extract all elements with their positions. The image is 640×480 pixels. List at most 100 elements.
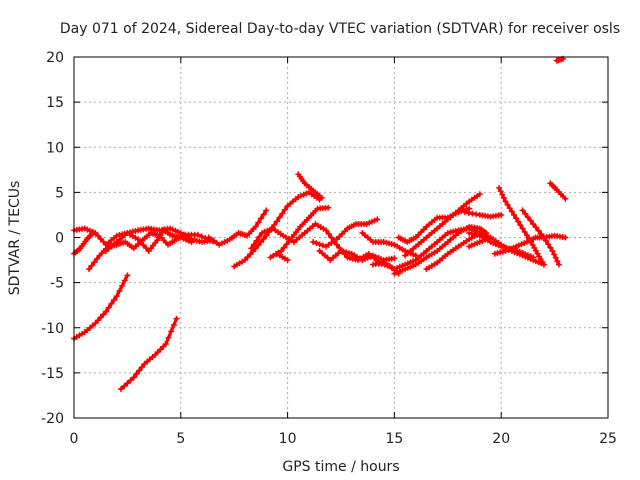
data-point (113, 293, 120, 300)
data-point (325, 230, 332, 237)
x-tick-label: 20 (492, 431, 510, 447)
data-point (519, 207, 526, 214)
data-point (521, 228, 528, 235)
data-point (524, 214, 531, 221)
data-point (97, 314, 104, 321)
data-point (328, 234, 335, 241)
y-tick-label: -5 (50, 276, 64, 292)
axis-tick-labels: 0 5 10 15 20 25 -20 -15 -10 -5 0 5 10 15 20 (41, 50, 617, 447)
data-point (543, 237, 550, 244)
data-point (140, 242, 147, 249)
data-point (162, 341, 169, 347)
data-point (515, 218, 522, 225)
data-point (336, 244, 343, 251)
series-track-12 (273, 250, 291, 264)
y-tick-label: 0 (55, 231, 64, 247)
data-point (513, 215, 520, 222)
data-point (499, 191, 506, 198)
data-point (498, 211, 505, 218)
data-point (108, 300, 115, 307)
data-point (552, 254, 559, 261)
y-tick-label: -20 (41, 411, 64, 427)
series-track-23 (466, 234, 547, 268)
x-tick-label: 10 (279, 431, 297, 447)
data-point (522, 210, 529, 217)
series-track-17 (391, 223, 490, 277)
data-point (173, 315, 180, 322)
y-tick-label: 15 (46, 95, 64, 111)
y-tick-label: -10 (41, 321, 64, 337)
data-point (551, 251, 558, 258)
data-point (535, 227, 542, 234)
data-point (496, 184, 503, 191)
data-point (273, 218, 280, 225)
data-point (483, 230, 490, 236)
x-tick-label: 5 (176, 431, 185, 447)
data-point (138, 364, 145, 371)
data-point (168, 328, 175, 335)
x-axis-label: GPS time / hours (282, 459, 399, 475)
data-point (198, 233, 205, 240)
data-point (504, 201, 511, 208)
series-track-14 (316, 248, 398, 264)
series-track-20 (423, 230, 483, 273)
data-point (170, 322, 177, 328)
data-point (313, 240, 320, 247)
data-point (276, 214, 283, 221)
series-track-28 (553, 55, 567, 64)
series-track-6 (103, 227, 195, 254)
data-point (316, 241, 323, 248)
data-point (500, 195, 507, 201)
data-point (476, 191, 483, 198)
data-point (263, 207, 270, 214)
data-point (255, 219, 262, 226)
series-track-3 (71, 225, 216, 248)
data-point (252, 223, 259, 230)
data-point (88, 262, 95, 269)
data-point (280, 244, 287, 251)
series-track-15 (359, 230, 419, 259)
data-point (165, 334, 172, 341)
series-track-27 (547, 180, 569, 202)
data-point (257, 239, 264, 245)
y-tick-label: 10 (46, 140, 64, 156)
series-track-13 (310, 216, 381, 250)
series-track-11 (295, 171, 325, 201)
series-track-21 (461, 209, 505, 220)
data-point (511, 211, 517, 218)
data-point (545, 241, 552, 248)
data-point (310, 239, 317, 245)
y-axis-label: SDTVAR / TECUs (7, 181, 23, 296)
x-tick-label: 25 (599, 431, 617, 447)
data-point (284, 257, 291, 264)
data-point (506, 205, 513, 212)
data-point (251, 241, 257, 248)
data-point (554, 258, 561, 265)
data-point (90, 230, 97, 236)
data-point (86, 266, 92, 273)
data-point (256, 233, 263, 240)
data-point (118, 386, 124, 393)
data-point (260, 235, 267, 242)
data-point (105, 304, 112, 311)
data-point (549, 248, 556, 254)
data-point (325, 204, 332, 211)
data-point (257, 215, 264, 222)
data-point (540, 261, 547, 268)
y-tick-label: 20 (46, 50, 64, 66)
series-track-7 (205, 207, 270, 248)
series-track-8 (231, 189, 323, 270)
data-point (94, 255, 100, 262)
data-point (318, 194, 325, 201)
series-track-2 (118, 315, 180, 393)
axis-ticks (73, 56, 609, 419)
data-point (519, 225, 526, 232)
data-point (136, 367, 143, 374)
data-point (527, 217, 534, 224)
data-point (286, 237, 293, 244)
data-point (502, 198, 509, 205)
data-point (260, 211, 267, 218)
data-point (333, 241, 340, 248)
data-point (538, 231, 545, 238)
